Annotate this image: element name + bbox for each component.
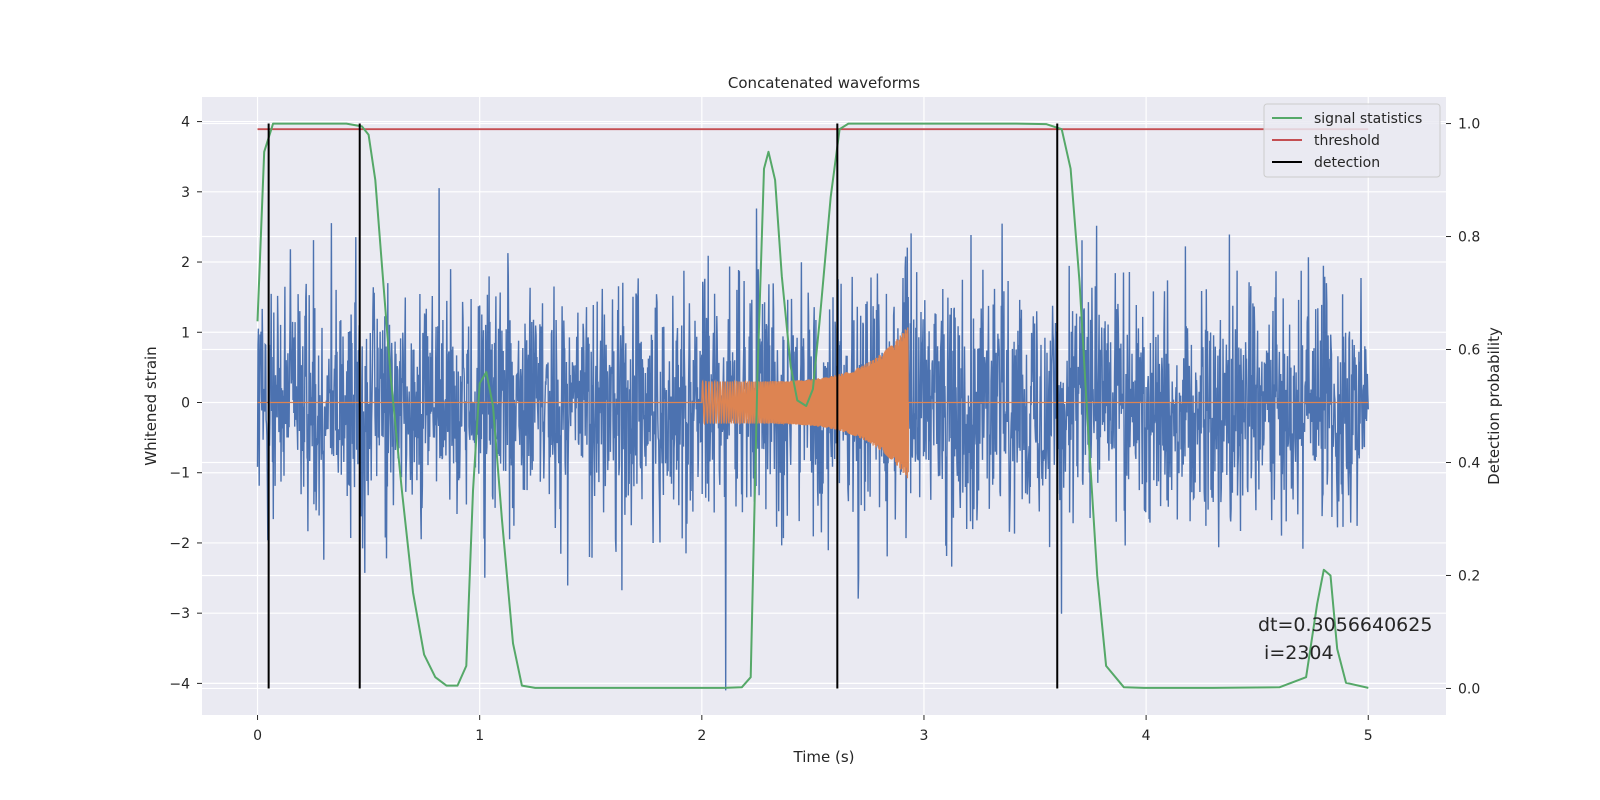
x-tick-label: 2	[697, 728, 706, 744]
y2-tick-label: 0.0	[1458, 681, 1480, 697]
x-tick-label: 1	[475, 728, 484, 744]
y-axis-title: Whitened strain	[142, 346, 160, 465]
y2-axis-title: Detection probability	[1485, 327, 1503, 485]
series-chirp-waveform	[257, 327, 1369, 479]
series-signal-statistics	[256, 122, 1369, 689]
y2-tick-label: 0.4	[1458, 455, 1480, 471]
annotation-dt: dt=0.3056640625	[1258, 614, 1432, 636]
y-tick-label: 2	[181, 255, 190, 271]
y-tick-label: −4	[169, 676, 190, 692]
y-tick-label: −2	[169, 536, 190, 552]
y-tick-label: 0	[181, 395, 190, 411]
y-tick-label: 3	[181, 185, 190, 201]
y-tick-label: 1	[181, 325, 190, 341]
y-tick-label: −1	[169, 466, 190, 482]
x-tick-label: 5	[1364, 728, 1373, 744]
x-tick-label: 0	[253, 728, 262, 744]
annotation: dt=0.3056640625 i=2304	[1258, 614, 1432, 664]
legend-box	[1263, 103, 1441, 178]
x-tick-label: 3	[920, 728, 929, 744]
legend-label-threshold: threshold	[1314, 133, 1380, 149]
y-tick-label: 4	[181, 115, 190, 131]
y2-tick-label: 1.0	[1458, 117, 1480, 133]
y2-tick-label: 0.2	[1458, 568, 1480, 584]
series-layer	[256, 122, 1369, 691]
chart-title: Concatenated waveforms	[728, 74, 920, 92]
legend: signal statistics threshold detection	[1263, 103, 1441, 178]
x-axis-title: Time (s)	[793, 748, 855, 766]
x-tick-label: 4	[1142, 728, 1151, 744]
legend-label-detection: detection	[1314, 155, 1380, 171]
annotation-i: i=2304	[1258, 642, 1334, 664]
y2-tick-label: 0.6	[1458, 343, 1480, 359]
legend-label-signal-statistics: signal statistics	[1314, 111, 1422, 127]
y-tick-label: −3	[169, 606, 190, 622]
y2-tick-label: 0.8	[1458, 230, 1480, 246]
axis-ticks: 0 1 2 3 4 5 −4 −3 −2 −1 0 1 2 3 4 0.0 0.2 0.4 0.6 0.8 1.0	[169, 115, 1480, 744]
